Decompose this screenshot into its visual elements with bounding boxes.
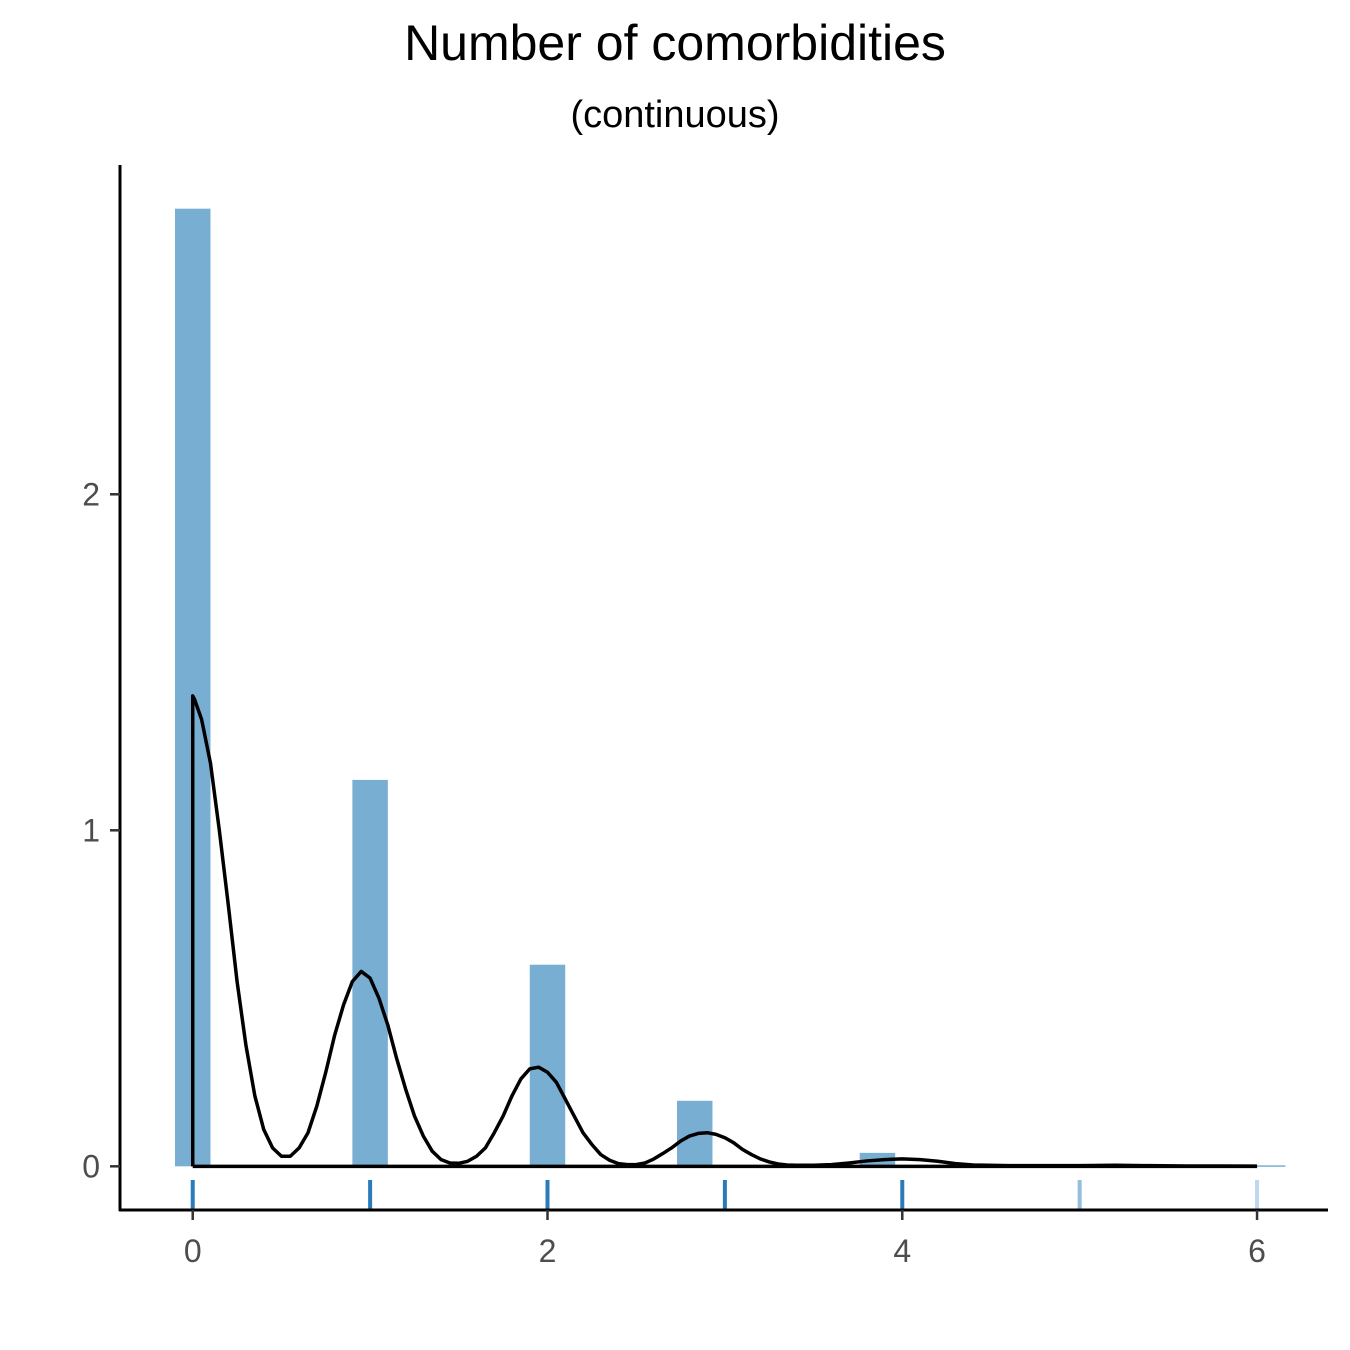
y-tick-label: 2 [82, 476, 100, 512]
density-layer [190, 694, 1258, 1169]
chart-title: Number of comorbidities [404, 15, 946, 71]
y-tick-label: 0 [82, 1148, 100, 1184]
histogram-bar-2 [529, 964, 566, 1167]
axes: 0 2 4 6 0 1 2 [82, 165, 1328, 1269]
histogram-bar-5 [1249, 1165, 1286, 1167]
chart-subtitle: (continuous) [570, 94, 780, 136]
x-tick-label: 6 [1248, 1233, 1266, 1269]
x-tick-label: 0 [184, 1233, 202, 1269]
histogram-bars [174, 208, 1286, 1167]
x-tick-label: 4 [893, 1233, 911, 1269]
y-tick-label: 1 [82, 812, 100, 848]
density-curve [190, 694, 1258, 1168]
x-tick-label: 2 [539, 1233, 557, 1269]
rug-marks [190, 1180, 1260, 1210]
